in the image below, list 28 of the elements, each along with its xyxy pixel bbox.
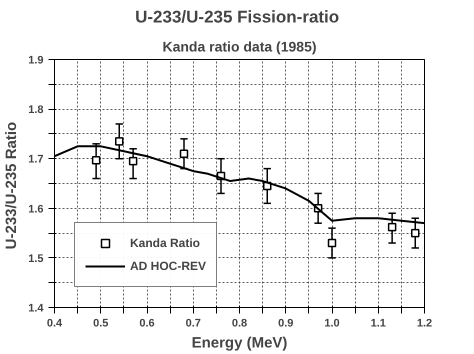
x-tick-label: 1.0 bbox=[324, 318, 340, 330]
x-axis-title: Energy (MeV) bbox=[192, 334, 288, 352]
x-tick-label: 0.8 bbox=[232, 318, 248, 330]
x-tick-label: 0.4 bbox=[46, 318, 64, 330]
point bbox=[411, 228, 420, 238]
legend-label: AD HOC-REV bbox=[130, 259, 206, 273]
y-tick-label: 1.5 bbox=[28, 252, 44, 265]
x-tick-label: 0.7 bbox=[186, 318, 201, 330]
y-tick-label: 1.9 bbox=[28, 54, 44, 66]
y-axis-title: U-233/U-235 Ratio bbox=[3, 122, 20, 250]
point bbox=[388, 222, 396, 232]
x-tick-label: 0.5 bbox=[93, 318, 108, 330]
x-tick-label: 1.2 bbox=[416, 318, 432, 330]
x-tick-label: 1.1 bbox=[370, 318, 386, 330]
y-tick-label: 1.6 bbox=[28, 203, 44, 216]
chart-title: U-233/U-235 Fission-ratio bbox=[135, 8, 340, 26]
point bbox=[328, 238, 336, 248]
chart-subtitle: Kanda ratio data (1985) bbox=[162, 38, 317, 54]
x-tick-label: 0.9 bbox=[278, 318, 294, 330]
y-tick-label: 1.7 bbox=[28, 154, 44, 166]
legend-label: Kanda Ratio bbox=[130, 236, 200, 250]
point bbox=[128, 156, 138, 166]
point bbox=[180, 149, 188, 158]
y-tick-label: 1.8 bbox=[28, 104, 44, 116]
y-tick-label: 1.4 bbox=[28, 302, 44, 314]
point bbox=[115, 137, 124, 146]
x-tick-label: 0.6 bbox=[139, 318, 155, 330]
point bbox=[92, 156, 100, 164]
